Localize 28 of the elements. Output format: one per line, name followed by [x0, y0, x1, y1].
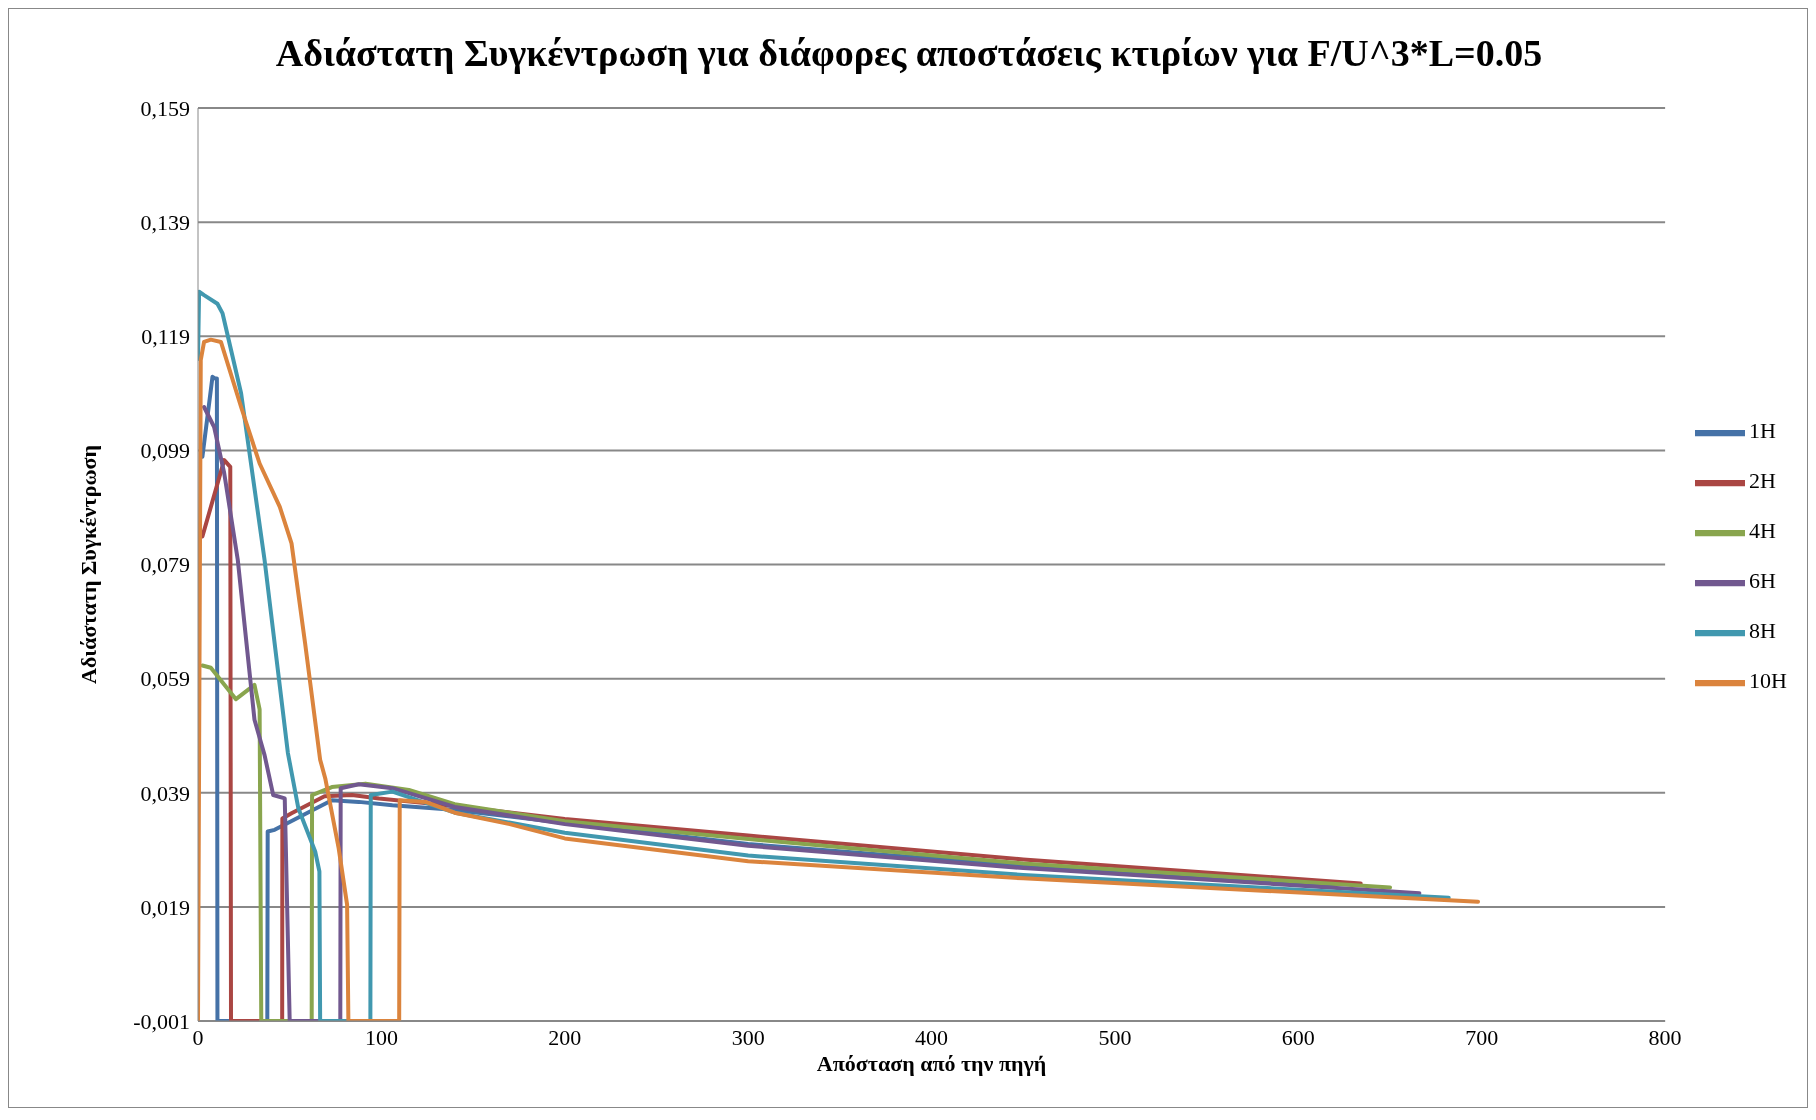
x-tick-label: 200 [548, 1024, 582, 1050]
y-tick-label: 0,079 [140, 552, 190, 578]
y-tick-label: 0,039 [140, 780, 190, 806]
y-tick-label: 0,019 [140, 894, 190, 920]
x-tick-label: 800 [1648, 1024, 1682, 1050]
legend-label: 1H [1749, 418, 1776, 444]
y-tick-label: 0,119 [141, 324, 190, 350]
chart-title: Αδιάστατη Συγκέντρωση για διάφορες αποστάσεις κτιρίων για F/U^3*L=0.05 [274, 31, 1544, 75]
legend-label: 2H [1749, 468, 1776, 494]
x-tick-label: 700 [1465, 1024, 1499, 1050]
x-tick-label: 500 [1098, 1024, 1132, 1050]
x-tick-label: 100 [364, 1024, 398, 1050]
y-axis-title: Αδιάστατη Συγκέντρωση [75, 445, 101, 684]
y-tick-label: -0,001 [133, 1008, 190, 1034]
legend-label: 10H [1749, 668, 1787, 694]
x-tick-label: 600 [1281, 1024, 1315, 1050]
x-tick-label: 400 [915, 1024, 949, 1050]
legend-label: 8H [1749, 618, 1776, 644]
legend-label: 6H [1749, 568, 1776, 594]
y-tick-label: 0,099 [140, 438, 190, 464]
x-tick-label: 0 [192, 1024, 204, 1050]
legend-label: 4H [1749, 518, 1776, 544]
x-tick-label: 300 [731, 1024, 765, 1050]
y-tick-label: 0,159 [140, 95, 190, 121]
line-series [200, 663, 1393, 1021]
y-tick-label: 0,139 [140, 209, 190, 235]
y-tick-label: 0,059 [140, 666, 190, 692]
x-axis-title: Απόσταση από την πηγή [816, 1051, 1047, 1076]
